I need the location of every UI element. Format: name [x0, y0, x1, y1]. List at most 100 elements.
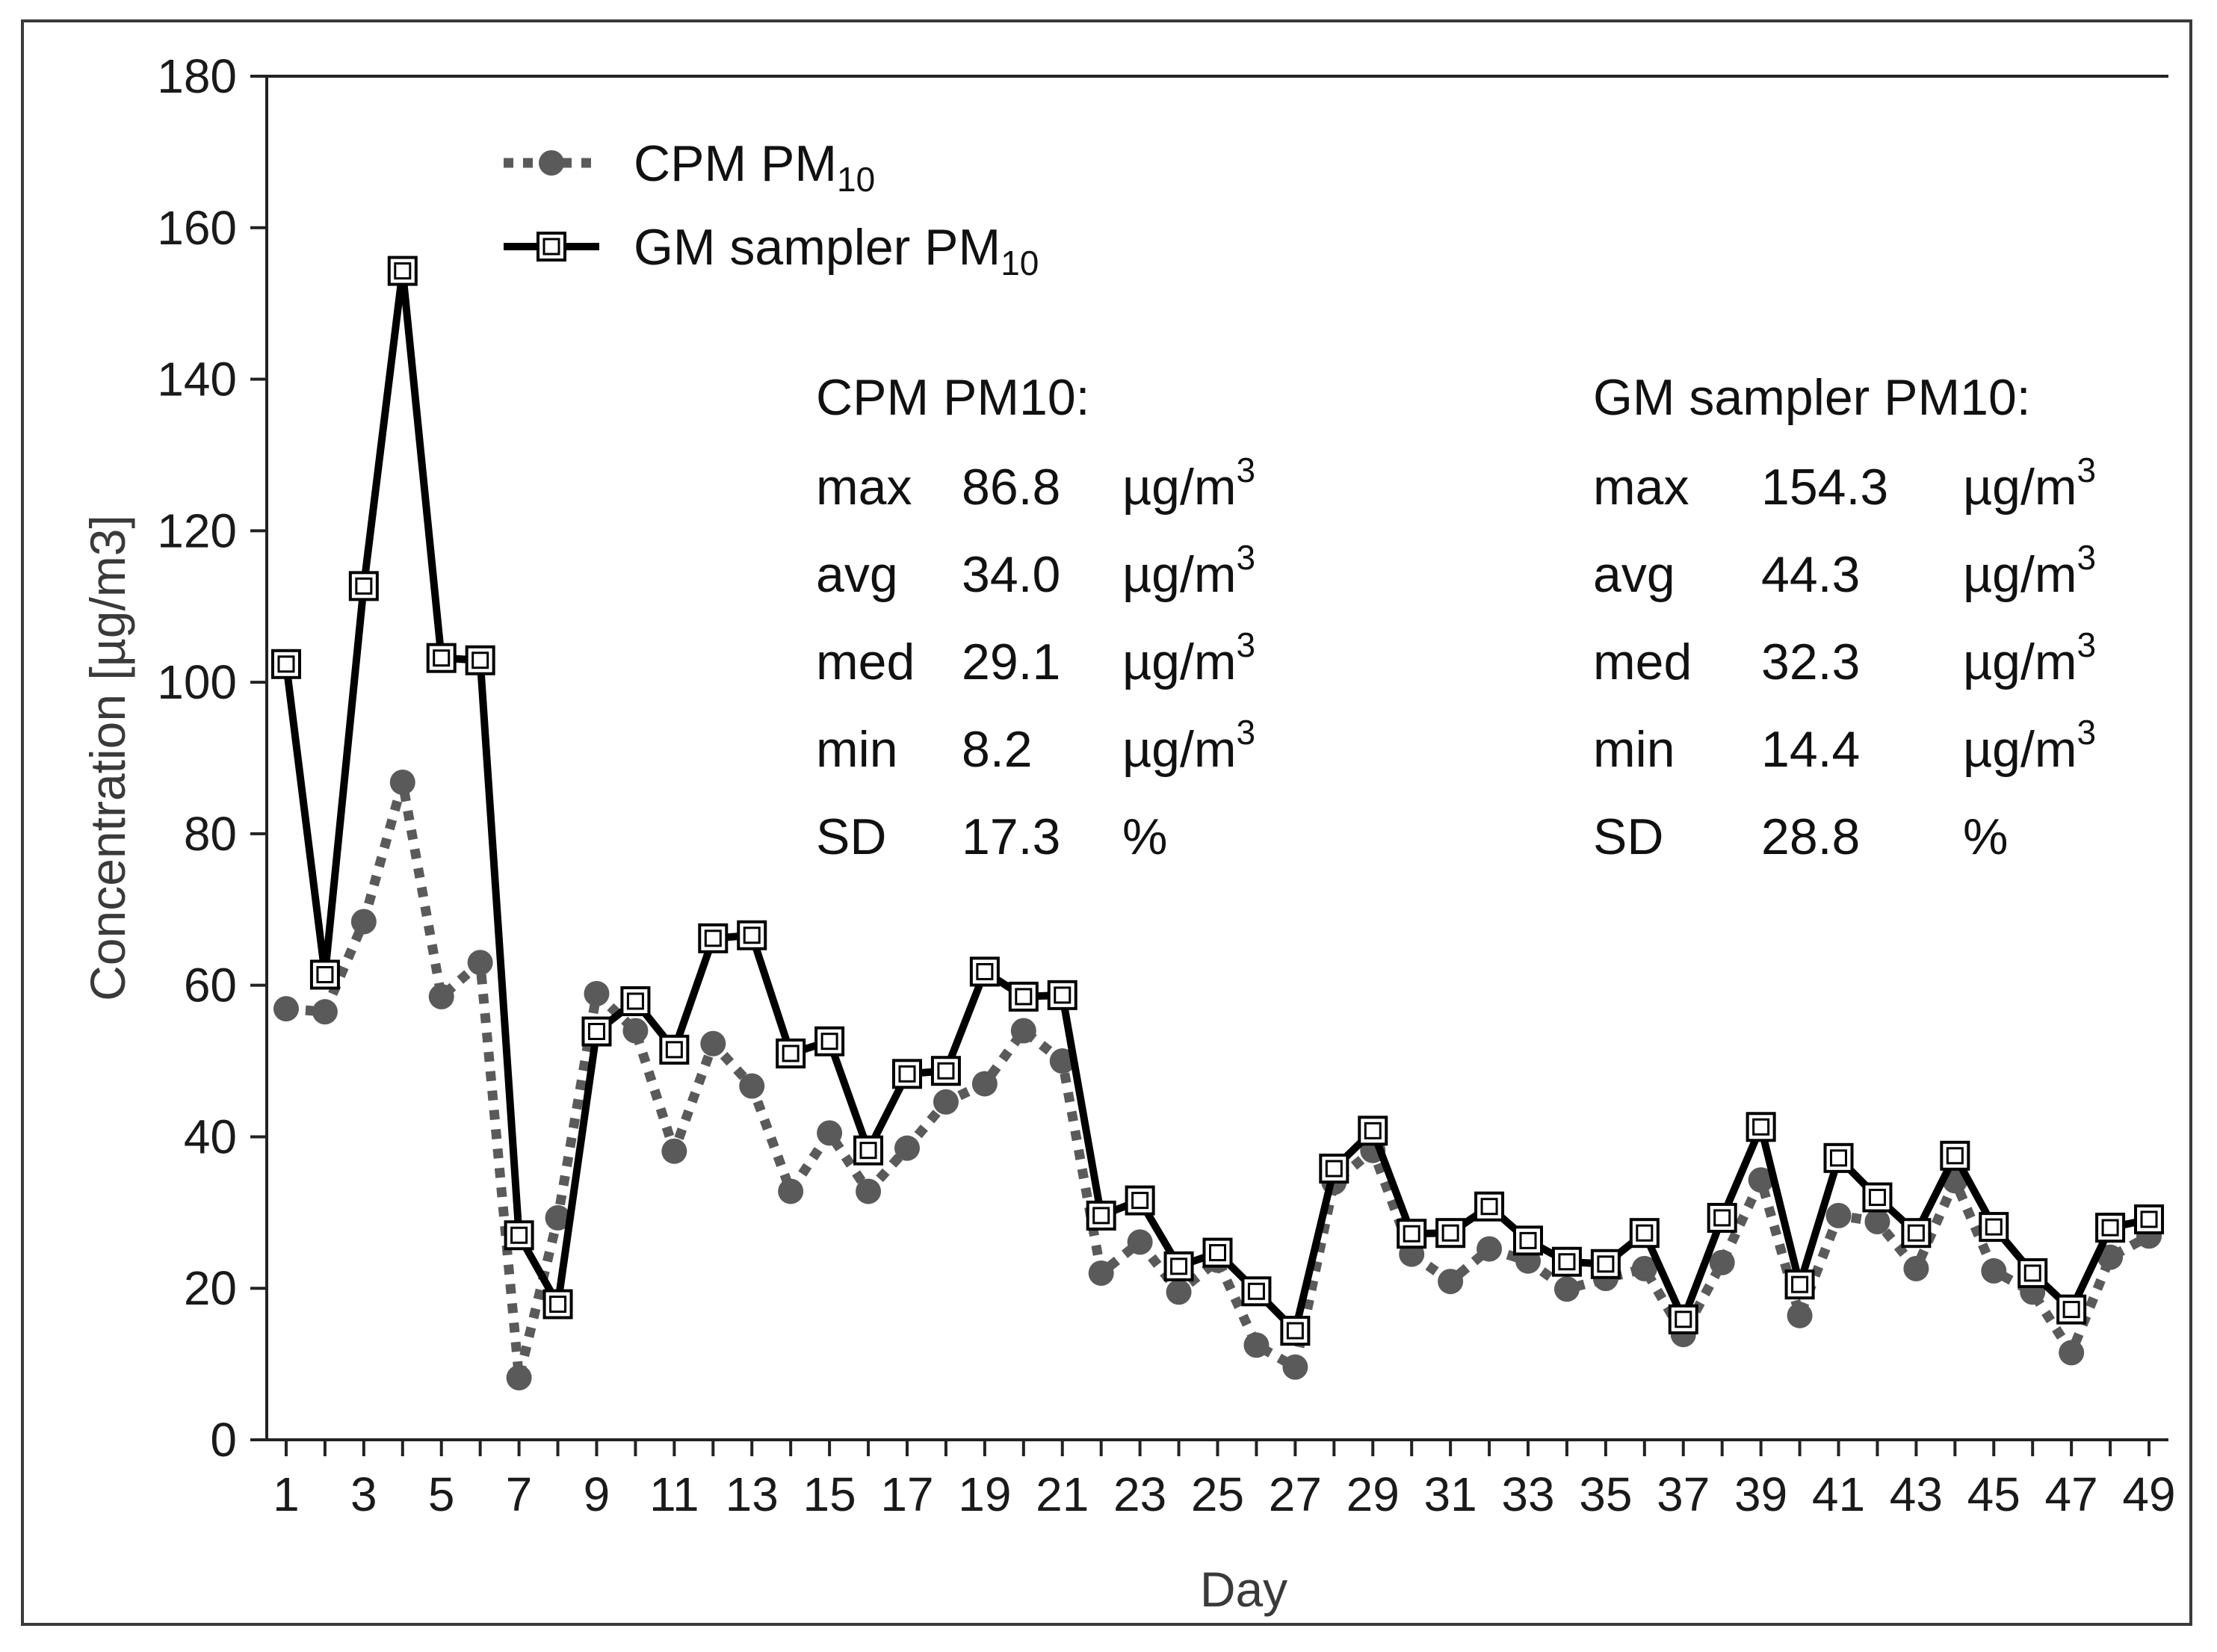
gm-point-inner [1675, 1311, 1692, 1328]
gm-point [814, 1026, 845, 1057]
gm-stat-unit: µg/m3 [1963, 538, 2096, 603]
cpm-stat-unit-text: % [1122, 808, 1167, 865]
gm-point-inner [587, 1023, 605, 1041]
gm-stat-value: 32.3 [1761, 634, 1860, 690]
cpm-stat-unit-sup: 3 [1237, 625, 1256, 664]
gm-point-inner [1170, 1257, 1188, 1275]
x-tick-label: 13 [726, 1467, 779, 1521]
cpm-point [273, 996, 299, 1022]
cpm-point [545, 1204, 571, 1231]
cpm-stat-label: med [816, 634, 915, 690]
x-tick-label: 7 [506, 1467, 533, 1521]
gm-stat-value: 28.8 [1761, 808, 1860, 865]
x-tick-label: 35 [1579, 1467, 1632, 1521]
cpm-stat-unit-text: µg/m [1122, 546, 1237, 603]
gm-point [1629, 1218, 1660, 1249]
gm-point-inner [355, 577, 373, 595]
legend-cpm-label: CPM PM10 [634, 135, 875, 199]
cpm-point [971, 1071, 998, 1097]
cpm-point [661, 1138, 687, 1164]
x-tick-label: 21 [1036, 1467, 1089, 1521]
cpm-point [428, 983, 454, 1009]
y-tick-label: 40 [184, 1110, 237, 1163]
cpm-stat-label: SD [816, 808, 886, 865]
cpm-point [1787, 1302, 1813, 1328]
x-axis-title: Day [1200, 1562, 1287, 1617]
gm-stat-unit-text: µg/m [1963, 721, 2077, 778]
gm-point [891, 1059, 922, 1089]
gm-point-inner [1131, 1192, 1149, 1210]
gm-point [1358, 1116, 1388, 1146]
cpm-point [1166, 1279, 1192, 1305]
gm-point-inner [1946, 1147, 1964, 1165]
x-tick-label: 3 [350, 1467, 377, 1521]
gm-point [581, 1016, 612, 1047]
cpm-stat-unit-sup: 3 [1237, 538, 1256, 577]
cpm-point [933, 1089, 959, 1115]
gm-stat-label: avg [1593, 546, 1675, 603]
gm-point [1008, 981, 1039, 1012]
gm-point-inner [394, 262, 412, 280]
gm-point [1435, 1218, 1466, 1249]
x-tick-label: 27 [1269, 1467, 1322, 1521]
gm-point-inner [471, 652, 489, 669]
gm-point-inner [1519, 1231, 1537, 1249]
gm-stat-value: 154.3 [1761, 459, 1888, 516]
x-tick-label: 41 [1812, 1467, 1865, 1521]
gm-point-inner [549, 1296, 567, 1314]
gm-stat-label: max [1593, 459, 1689, 516]
gm-stat-unit-text: µg/m [1963, 459, 2077, 516]
cpm-point [1631, 1255, 1657, 1281]
x-tick-label: 49 [2122, 1467, 2175, 1521]
cpm-point [1088, 1260, 1114, 1286]
cpm-point [506, 1364, 532, 1390]
cpm-stat-unit: µg/m3 [1122, 538, 1255, 603]
cpm-point [778, 1178, 804, 1204]
x-tick-label: 39 [1734, 1467, 1787, 1521]
cpm-stat-value: 8.2 [962, 721, 1033, 778]
cpm-stat-unit: µg/m3 [1122, 451, 1255, 516]
gm-stat-unit-text: µg/m [1963, 634, 2077, 690]
cpm-stat-unit-sup: 3 [1237, 713, 1256, 752]
cpm-stat-label: avg [816, 546, 898, 603]
gm-stat-label: SD [1593, 808, 1663, 865]
gm-point [1862, 1182, 1893, 1213]
x-tick-label: 15 [803, 1467, 856, 1521]
gm-point [969, 956, 1000, 987]
cpm-point [467, 950, 493, 976]
x-tick-label: 17 [880, 1467, 933, 1521]
cpm-stat-unit-text: µg/m [1122, 459, 1237, 516]
gm-point [348, 571, 379, 601]
legend-gm-name: GM sampler PM [634, 219, 1001, 276]
gm-point [270, 649, 301, 679]
gm-point [1397, 1219, 1427, 1249]
y-tick-label: 20 [184, 1261, 237, 1315]
y-tick-label: 0 [210, 1413, 237, 1467]
cpm-point [1903, 1255, 1929, 1281]
cpm-point [1282, 1354, 1308, 1380]
gm-point-inner [1713, 1209, 1731, 1227]
y-tick-label: 60 [184, 959, 237, 1012]
x-tick-label: 11 [649, 1467, 699, 1521]
cpm-stat-label: max [816, 459, 912, 516]
gm-point [309, 959, 340, 990]
gm-point [1707, 1202, 1737, 1233]
cpm-point [1477, 1236, 1503, 1262]
gm-point-inner [2101, 1219, 2119, 1237]
gm-point-inner [1752, 1118, 1770, 1136]
gm-point [1086, 1200, 1116, 1231]
gm-point [1590, 1249, 1621, 1279]
gm-point [1746, 1112, 1776, 1142]
gm-point-inner [1403, 1225, 1420, 1243]
gm-point [853, 1135, 884, 1166]
cpm-point [1981, 1257, 2007, 1284]
cpm-stat-label: min [816, 721, 898, 778]
gm-point-inner [1907, 1224, 1925, 1242]
x-tick-label: 33 [1501, 1467, 1554, 1521]
gm-point-inner [1015, 988, 1033, 1006]
gm-point-inner [1209, 1244, 1226, 1262]
gm-point-inner [1325, 1160, 1343, 1178]
gm-point [1202, 1237, 1233, 1268]
gm-point [1280, 1316, 1311, 1346]
gm-point-inner [782, 1045, 800, 1062]
